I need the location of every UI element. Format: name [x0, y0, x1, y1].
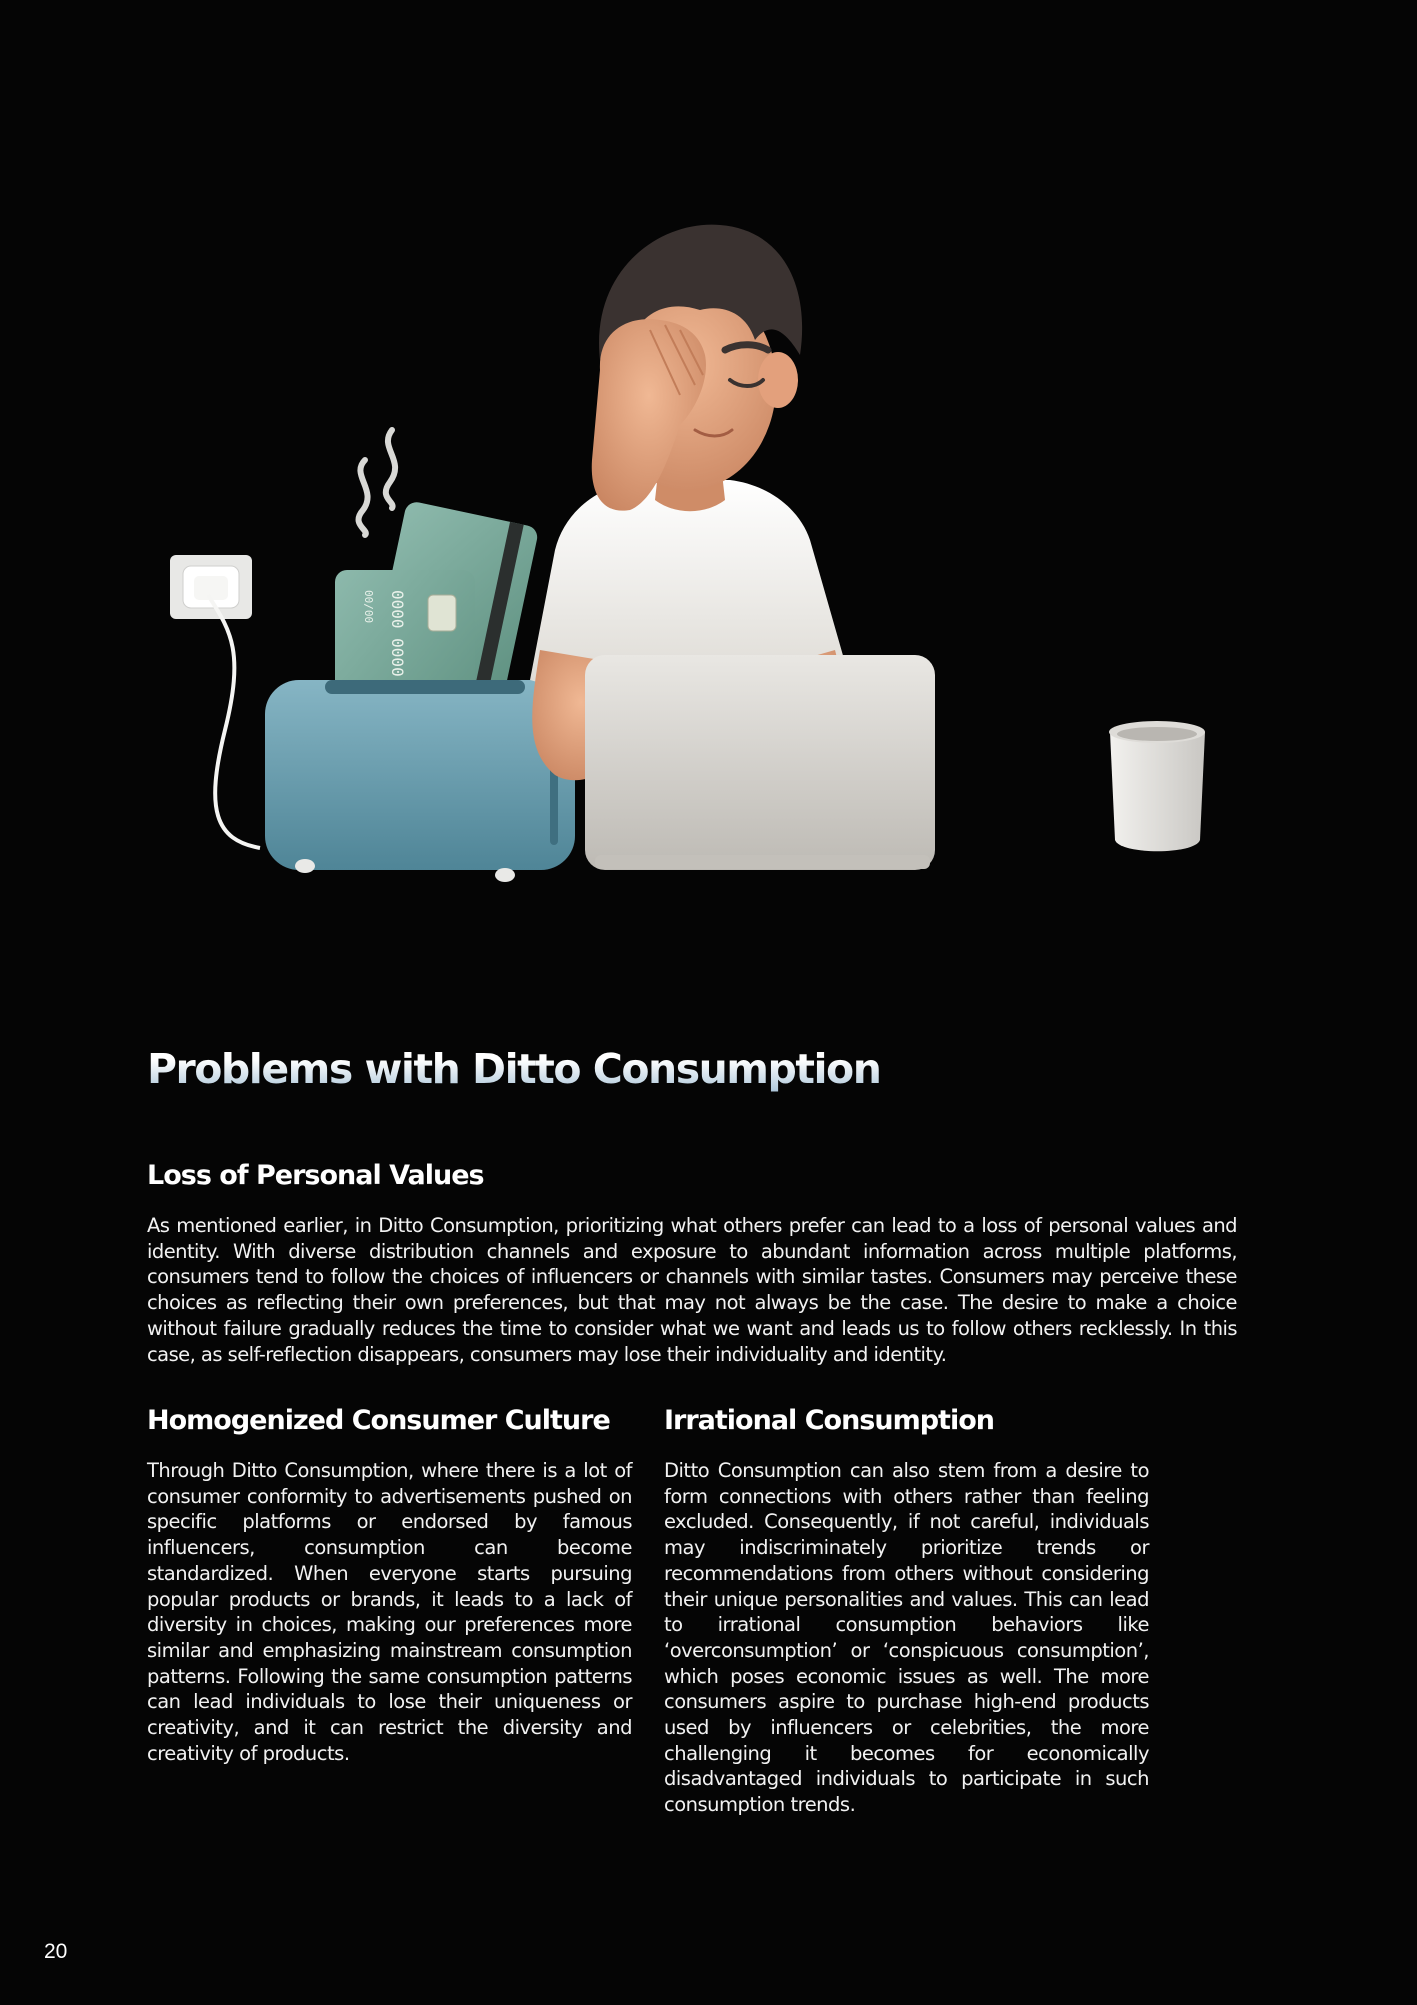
section-heading: Homogenized Consumer Culture	[147, 1405, 611, 1436]
section-body: Through Ditto Consumption, where there i…	[147, 1459, 633, 1765]
page-title: Problems with Ditto Consumption	[147, 1045, 882, 1093]
laptop-icon	[585, 655, 935, 870]
section-irrational-consumption: Irrational Consumption Ditto Consumption…	[664, 1405, 1150, 1818]
card-number: 0000 0000 0	[388, 590, 407, 696]
section-body: Ditto Consumption can also stem from a d…	[664, 1459, 1150, 1817]
steam-icon	[355, 427, 399, 538]
section-heading: Irrational Consumption	[664, 1405, 995, 1436]
toaster-icon	[265, 680, 575, 882]
hero-illustration: 0000 0000 0 00/00	[170, 224, 1205, 882]
section-loss-of-personal-values: Loss of Personal Values As mentioned ear…	[147, 1160, 1238, 1367]
mug-icon	[1109, 721, 1205, 852]
section-homogenized-consumer-culture: Homogenized Consumer Culture Through Dit…	[147, 1405, 633, 1766]
power-cable	[206, 593, 261, 850]
wall-socket-icon	[170, 555, 252, 619]
section-heading: Loss of Personal Values	[147, 1160, 485, 1191]
page-number: 20	[44, 1940, 68, 1963]
section-body: As mentioned earlier, in Ditto Consumpti…	[147, 1214, 1238, 1366]
card-expiry: 00/00	[362, 590, 375, 623]
